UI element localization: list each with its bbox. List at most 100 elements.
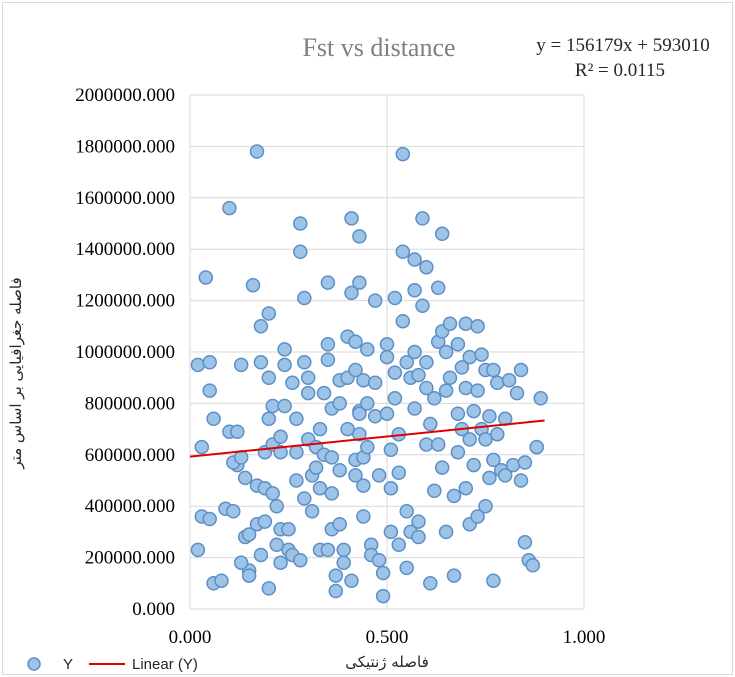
data-point bbox=[383, 442, 399, 457]
tick-labels: 0.000 200000.000 400000.000 600000.000 80000… bbox=[75, 85, 605, 648]
legend-marker-y bbox=[27, 657, 41, 671]
data-point bbox=[352, 275, 367, 290]
data-point bbox=[300, 370, 316, 385]
data-point bbox=[458, 380, 474, 396]
data-point bbox=[297, 290, 312, 306]
x-tick-label: 0.500 bbox=[366, 627, 409, 648]
data-point bbox=[285, 375, 300, 391]
data-point bbox=[308, 460, 324, 475]
data-point bbox=[230, 424, 245, 439]
data-point bbox=[450, 444, 466, 460]
data-point bbox=[383, 524, 399, 540]
data-point bbox=[277, 342, 292, 357]
data-point bbox=[293, 216, 308, 231]
data-point bbox=[332, 462, 347, 478]
data-point bbox=[533, 391, 548, 406]
data-point bbox=[269, 537, 284, 553]
data-point bbox=[245, 277, 261, 293]
x-tick-label: 1.000 bbox=[563, 627, 606, 648]
legend-label-y: Y bbox=[63, 656, 73, 673]
data-point bbox=[462, 432, 477, 447]
data-point bbox=[407, 283, 422, 298]
data-point bbox=[482, 409, 497, 424]
data-point bbox=[427, 391, 442, 406]
data-point bbox=[324, 450, 340, 465]
data-point bbox=[237, 470, 253, 486]
data-point bbox=[269, 498, 284, 514]
data-point bbox=[407, 401, 422, 416]
data-point bbox=[478, 432, 493, 447]
data-point bbox=[352, 229, 367, 244]
data-point bbox=[367, 409, 383, 424]
data-point bbox=[332, 516, 347, 532]
data-point bbox=[474, 347, 489, 362]
data-point bbox=[233, 555, 249, 570]
data-point bbox=[478, 498, 493, 514]
data-point bbox=[517, 455, 533, 470]
data-point bbox=[375, 565, 391, 581]
data-point bbox=[206, 411, 221, 427]
data-point bbox=[233, 357, 249, 373]
data-point bbox=[505, 457, 521, 473]
data-point bbox=[249, 144, 265, 159]
data-point bbox=[273, 555, 288, 570]
data-point bbox=[395, 244, 411, 260]
data-point bbox=[202, 355, 217, 370]
data-point bbox=[360, 342, 375, 357]
data-point bbox=[379, 349, 395, 365]
data-point bbox=[387, 391, 403, 406]
data-point bbox=[265, 398, 280, 414]
trendline bbox=[189, 419, 545, 458]
data-point bbox=[438, 344, 454, 360]
data-point bbox=[194, 439, 210, 455]
data-point bbox=[352, 426, 367, 442]
data-point bbox=[226, 504, 241, 519]
chart-title: Fst vs distance bbox=[302, 33, 455, 62]
data-point bbox=[328, 568, 344, 583]
data-point bbox=[470, 319, 485, 334]
data-point bbox=[324, 486, 340, 501]
data-point bbox=[202, 511, 217, 527]
data-point bbox=[328, 583, 344, 599]
data-point bbox=[312, 421, 328, 437]
data-point bbox=[214, 573, 229, 588]
data-point bbox=[387, 290, 403, 306]
data-point bbox=[379, 406, 395, 421]
data-point bbox=[289, 411, 304, 427]
y-tick-label: 1800000.000 bbox=[75, 136, 175, 157]
data-point bbox=[517, 534, 533, 550]
data-point bbox=[261, 411, 277, 427]
data-point bbox=[320, 337, 336, 352]
data-point bbox=[434, 460, 450, 475]
data-point bbox=[190, 357, 206, 373]
data-point bbox=[257, 514, 273, 529]
data-point bbox=[273, 429, 288, 445]
data-point bbox=[438, 383, 454, 398]
data-point bbox=[316, 385, 332, 401]
y-tick-label: 800000.000 bbox=[85, 393, 175, 414]
data-point bbox=[423, 416, 438, 432]
y-tick-label: 1600000.000 bbox=[75, 188, 175, 209]
data-point bbox=[371, 468, 387, 483]
data-point bbox=[419, 380, 434, 396]
data-point bbox=[399, 504, 414, 519]
data-point bbox=[261, 370, 277, 385]
data-point bbox=[320, 352, 336, 367]
trendline-equation: y = 156179x + 593010 bbox=[536, 35, 709, 56]
data-point bbox=[434, 226, 450, 242]
data-point bbox=[407, 252, 422, 267]
data-point bbox=[289, 473, 304, 488]
data-point bbox=[411, 367, 426, 383]
data-point bbox=[356, 478, 371, 493]
data-point bbox=[356, 373, 371, 388]
data-point bbox=[442, 370, 458, 385]
data-point bbox=[253, 319, 269, 334]
y-tick-label: 0.000 bbox=[132, 599, 175, 620]
data-point bbox=[289, 444, 304, 460]
data-point bbox=[427, 483, 442, 499]
data-point bbox=[336, 555, 351, 570]
data-point bbox=[241, 568, 257, 583]
data-point bbox=[293, 244, 308, 260]
data-point bbox=[490, 375, 505, 391]
data-point bbox=[411, 529, 426, 545]
